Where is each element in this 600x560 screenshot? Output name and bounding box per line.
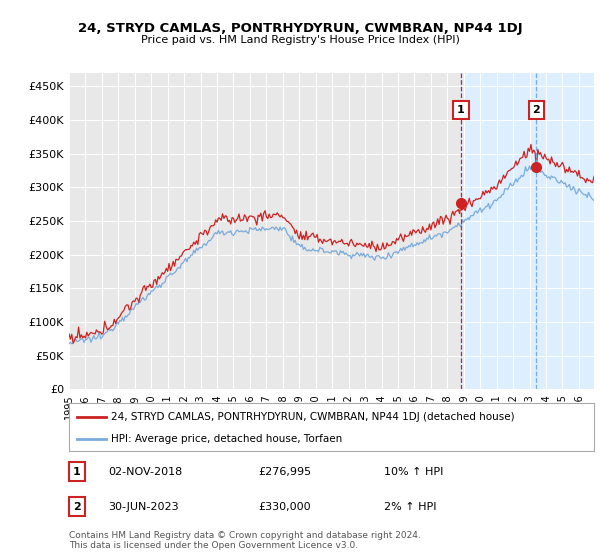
Text: 1: 1 [73,467,81,477]
Text: £276,995: £276,995 [258,467,311,477]
Text: 24, STRYD CAMLAS, PONTRHYDYRUN, CWMBRAN, NP44 1DJ (detached house): 24, STRYD CAMLAS, PONTRHYDYRUN, CWMBRAN,… [111,412,515,422]
Text: Contains HM Land Registry data © Crown copyright and database right 2024.
This d: Contains HM Land Registry data © Crown c… [69,531,421,550]
Text: 10% ↑ HPI: 10% ↑ HPI [384,467,443,477]
Text: £330,000: £330,000 [258,502,311,512]
Text: 24, STRYD CAMLAS, PONTRHYDYRUN, CWMBRAN, NP44 1DJ: 24, STRYD CAMLAS, PONTRHYDYRUN, CWMBRAN,… [77,22,523,35]
Text: Price paid vs. HM Land Registry's House Price Index (HPI): Price paid vs. HM Land Registry's House … [140,35,460,45]
Text: HPI: Average price, detached house, Torfaen: HPI: Average price, detached house, Torf… [111,434,342,444]
Text: 02-NOV-2018: 02-NOV-2018 [109,467,182,477]
Text: 2: 2 [533,105,541,115]
Text: 30-JUN-2023: 30-JUN-2023 [109,502,179,512]
Text: 2: 2 [73,502,81,512]
Bar [461,73,594,389]
Text: 1: 1 [457,105,465,115]
Text: 2% ↑ HPI: 2% ↑ HPI [384,502,437,512]
